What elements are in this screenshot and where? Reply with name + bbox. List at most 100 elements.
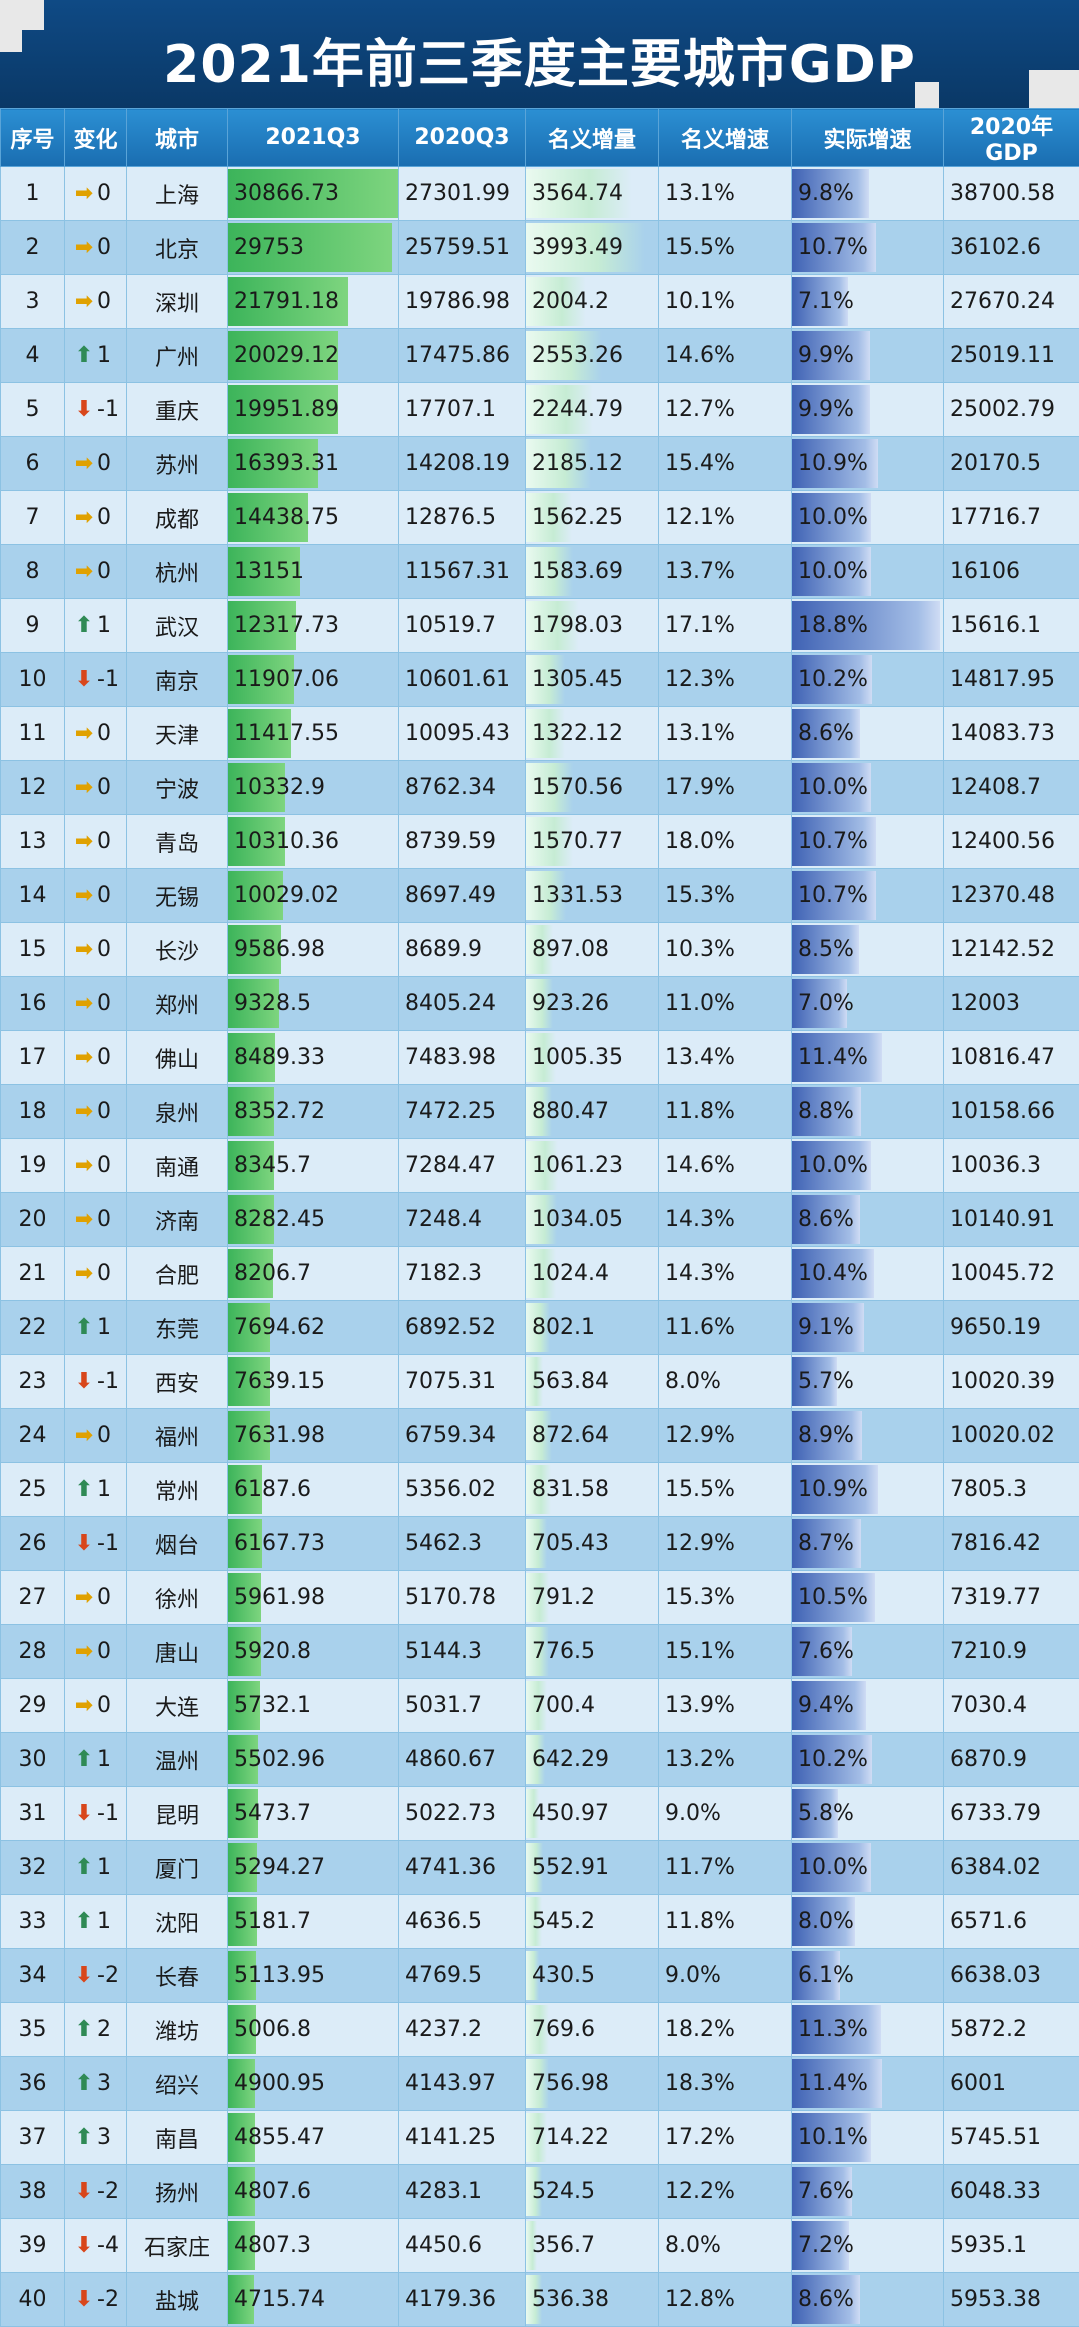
gdp-2020q3-cell: 8697.49 — [399, 869, 526, 923]
real-growth-value: 9.8% — [798, 181, 854, 206]
nominal-increase-cell: 802.1 — [526, 1301, 659, 1355]
real-growth-cell: 8.8% — [792, 1085, 944, 1139]
change-value: -4 — [97, 2233, 119, 2258]
gdp-2021q3-cell: 11907.06 — [228, 653, 399, 707]
rank-cell: 38 — [1, 2165, 65, 2219]
change-value: 0 — [97, 1045, 111, 1070]
change-cell: ➡0 — [65, 761, 127, 815]
gdp-2021q3-value: 8206.7 — [234, 1261, 311, 1286]
flat-arrow-icon: ➡ — [71, 559, 97, 584]
real-growth-value: 7.6% — [798, 1639, 854, 1664]
real-growth-cell: 7.6% — [792, 2165, 944, 2219]
nominal-increase-cell: 1798.03 — [526, 599, 659, 653]
city-cell: 烟台 — [127, 1517, 228, 1571]
city-cell: 绍兴 — [127, 2057, 228, 2111]
change-cell: ⬇-1 — [65, 1787, 127, 1841]
real-growth-cell: 9.8% — [792, 167, 944, 221]
gdp-2020q3-cell: 19786.98 — [399, 275, 526, 329]
nominal-increase-cell: 769.6 — [526, 2003, 659, 2057]
rank-cell: 15 — [1, 923, 65, 977]
rank-cell: 9 — [1, 599, 65, 653]
flat-arrow-icon: ➡ — [71, 1045, 97, 1070]
gdp-2021q3-cell: 4855.47 — [228, 2111, 399, 2165]
change-cell: ⬆3 — [65, 2057, 127, 2111]
nominal-growth-cell: 13.2% — [659, 1733, 792, 1787]
gdp-2020q3-cell: 17707.1 — [399, 383, 526, 437]
gdp-2020-cell: 7816.42 — [944, 1517, 1079, 1571]
gdp-2020q3-cell: 4741.36 — [399, 1841, 526, 1895]
gdp-2021q3-value: 29753 — [234, 235, 304, 260]
real-growth-cell: 6.1% — [792, 1949, 944, 2003]
nominal-increase-value: 1024.4 — [532, 1261, 609, 1286]
gdp-2021q3-value: 10332.9 — [234, 775, 325, 800]
change-value: 1 — [97, 343, 111, 368]
nominal-growth-cell: 15.5% — [659, 221, 792, 275]
gdp-2020-cell: 14083.73 — [944, 707, 1079, 761]
gdp-2021q3-value: 5961.98 — [234, 1585, 325, 1610]
change-value: -1 — [97, 1369, 119, 1394]
change-cell: ➡0 — [65, 1625, 127, 1679]
nominal-growth-cell: 12.9% — [659, 1409, 792, 1463]
gdp-2020q3-cell: 7284.47 — [399, 1139, 526, 1193]
rank-cell: 29 — [1, 1679, 65, 1733]
city-cell: 东莞 — [127, 1301, 228, 1355]
gdp-2021q3-cell: 5961.98 — [228, 1571, 399, 1625]
gdp-2020q3-cell: 4179.36 — [399, 2273, 526, 2327]
real-growth-cell: 7.6% — [792, 1625, 944, 1679]
nominal-growth-cell: 14.6% — [659, 329, 792, 383]
real-growth-cell: 10.7% — [792, 221, 944, 275]
flat-arrow-icon: ➡ — [71, 181, 97, 206]
gdp-2020q3-cell: 7075.31 — [399, 1355, 526, 1409]
gdp-2021q3-cell: 4807.6 — [228, 2165, 399, 2219]
rank-cell: 10 — [1, 653, 65, 707]
real-growth-cell: 8.5% — [792, 923, 944, 977]
real-growth-cell: 9.1% — [792, 1301, 944, 1355]
down-arrow-icon: ⬇ — [71, 2179, 97, 2204]
gdp-2021q3-cell: 5473.7 — [228, 1787, 399, 1841]
real-growth-cell: 10.0% — [792, 545, 944, 599]
gdp-2020q3-cell: 25759.51 — [399, 221, 526, 275]
gdp-2020-cell: 6638.03 — [944, 1949, 1079, 2003]
change-value: 1 — [97, 1855, 111, 1880]
city-cell: 沈阳 — [127, 1895, 228, 1949]
nominal-increase-cell: 1331.53 — [526, 869, 659, 923]
nominal-increase-cell: 2553.26 — [526, 329, 659, 383]
city-cell: 济南 — [127, 1193, 228, 1247]
gdp-2021q3-cell: 9328.5 — [228, 977, 399, 1031]
change-value: 0 — [97, 883, 111, 908]
flat-arrow-icon: ➡ — [71, 1153, 97, 1178]
gdp-2021q3-cell: 8206.7 — [228, 1247, 399, 1301]
nominal-increase-value: 563.84 — [532, 1369, 609, 1394]
nominal-increase-value: 2244.79 — [532, 397, 623, 422]
nominal-increase-cell: 831.58 — [526, 1463, 659, 1517]
nominal-increase-cell: 642.29 — [526, 1733, 659, 1787]
real-growth-cell: 5.8% — [792, 1787, 944, 1841]
gdp-2021q3-cell: 6187.6 — [228, 1463, 399, 1517]
change-cell: ➡0 — [65, 707, 127, 761]
rank-cell: 12 — [1, 761, 65, 815]
change-value: -1 — [97, 397, 119, 422]
nominal-increase-value: 802.1 — [532, 1315, 595, 1340]
gdp-2020q3-cell: 27301.99 — [399, 167, 526, 221]
change-value: 0 — [97, 775, 111, 800]
city-cell: 广州 — [127, 329, 228, 383]
rank-cell: 36 — [1, 2057, 65, 2111]
header-2020q3: 2020Q3 — [399, 109, 526, 167]
real-growth-cell: 8.6% — [792, 2273, 944, 2327]
real-growth-value: 5.8% — [798, 1801, 854, 1826]
real-growth-value: 9.9% — [798, 343, 854, 368]
gdp-2021q3-value: 30866.73 — [234, 181, 339, 206]
nominal-growth-cell: 17.9% — [659, 761, 792, 815]
real-growth-cell: 9.9% — [792, 383, 944, 437]
change-cell: ➡0 — [65, 1571, 127, 1625]
real-growth-value: 8.8% — [798, 1099, 854, 1124]
change-cell: ➡0 — [65, 1679, 127, 1733]
